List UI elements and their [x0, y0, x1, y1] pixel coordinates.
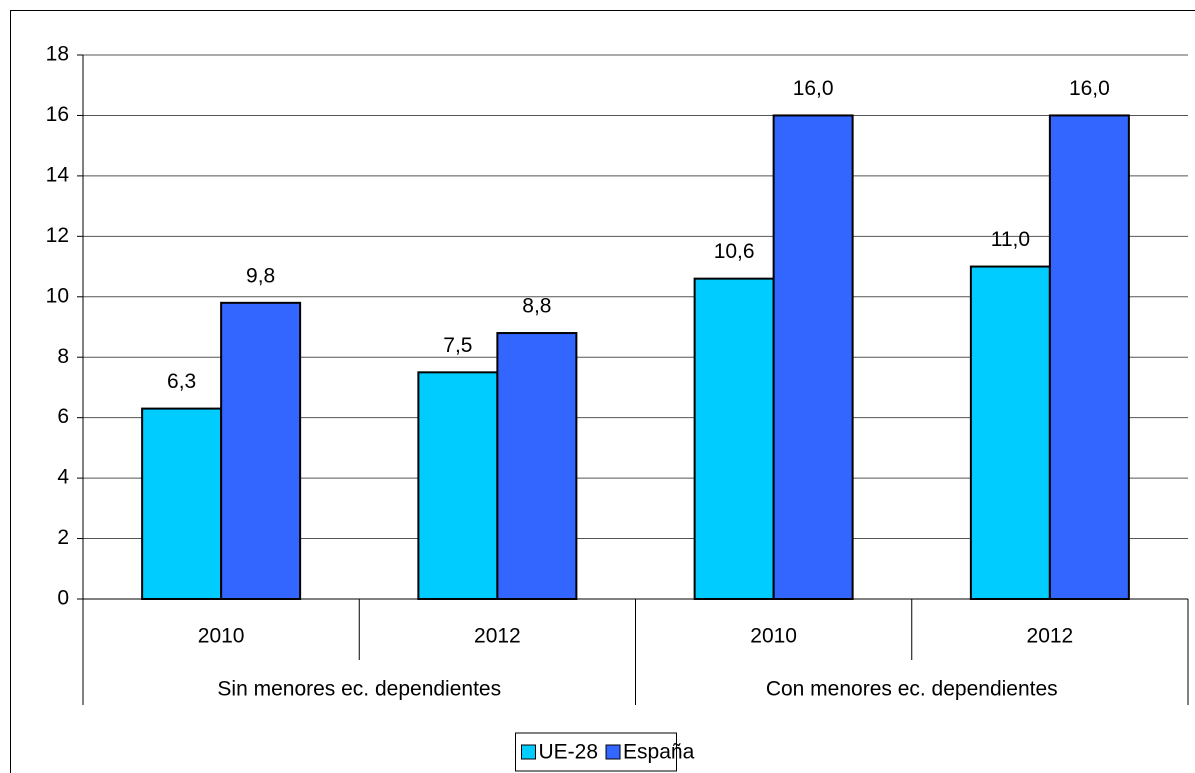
y-tick-label: 6	[57, 405, 69, 428]
y-tick-label: 10	[46, 284, 69, 307]
y-tick-label: 12	[46, 224, 69, 247]
bar	[496, 332, 578, 600]
data-label: 7,5	[443, 334, 472, 357]
y-tick-label: 2	[57, 526, 69, 549]
chart-frame	[10, 10, 1195, 773]
data-label: 6,3	[167, 370, 196, 393]
bar	[141, 407, 223, 600]
x-tick-label: 2010	[750, 625, 797, 648]
y-tick-label: 4	[57, 466, 69, 489]
y-tick-label: 14	[46, 163, 70, 186]
y-tick-label: 0	[57, 587, 69, 610]
bar	[1048, 114, 1130, 600]
data-label: 16,0	[793, 77, 834, 100]
legend-swatch	[605, 744, 621, 760]
data-label: 8,8	[522, 295, 551, 318]
y-tick-label: 8	[57, 345, 69, 368]
bar	[772, 114, 854, 600]
y-tick-label: 16	[46, 103, 69, 126]
data-label: 9,8	[246, 264, 275, 287]
bar	[969, 265, 1051, 600]
x-tick-label: 2010	[198, 625, 245, 648]
legend-swatch	[521, 744, 536, 760]
bar	[417, 371, 499, 601]
bar	[693, 277, 775, 600]
data-label: 10,6	[714, 240, 755, 263]
x-tick-label: 2012	[474, 625, 521, 648]
bar	[220, 301, 302, 600]
group-label: Sin menores ec. dependientes	[217, 678, 501, 701]
legend-box	[515, 732, 677, 772]
data-label: 16,0	[1069, 77, 1110, 100]
legend-label: UE-28	[539, 741, 599, 764]
x-tick-label: 2012	[1027, 625, 1074, 648]
group-label: Con menores ec. dependientes	[766, 678, 1058, 701]
legend-label: España	[623, 741, 695, 764]
y-tick-label: 18	[46, 43, 69, 66]
data-label: 11,0	[991, 228, 1030, 251]
